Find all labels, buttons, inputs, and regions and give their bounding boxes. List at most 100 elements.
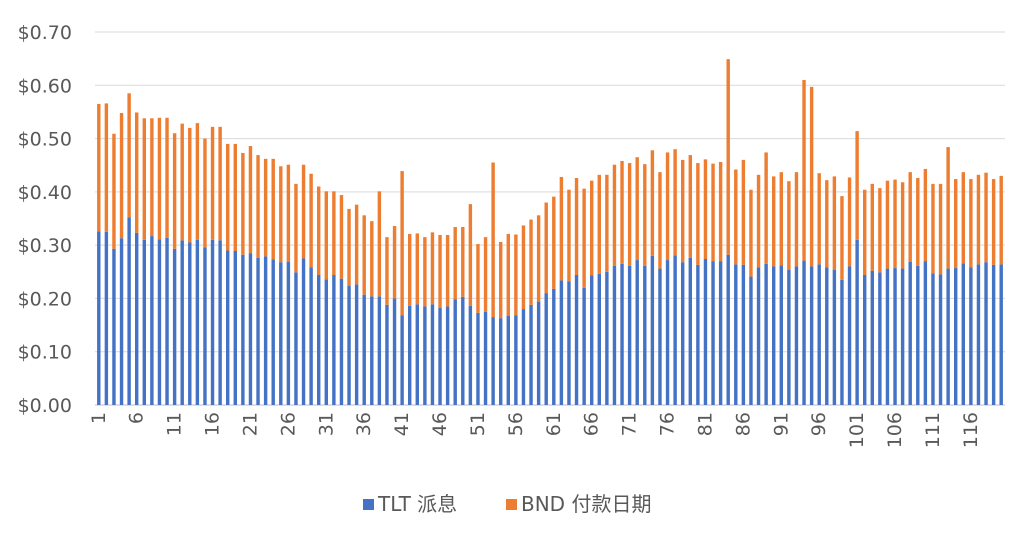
bar-bnd: [809, 86, 814, 267]
bar-bnd: [263, 158, 268, 257]
bar-bnd: [900, 182, 905, 269]
bar-tlt: [855, 239, 859, 405]
bar-bnd: [741, 159, 746, 265]
bar-bnd: [536, 215, 541, 302]
bar-tlt: [878, 272, 882, 405]
bar-tlt: [612, 265, 617, 405]
bar-tlt: [559, 280, 564, 405]
bar-bnd: [794, 172, 799, 267]
bar-bnd: [423, 237, 427, 307]
bar-tlt: [408, 305, 412, 405]
x-tick-label: 56: [505, 412, 527, 436]
bar-bnd: [119, 112, 124, 239]
bar-tlt: [339, 278, 344, 405]
bar-tlt: [119, 238, 124, 405]
x-tick-label: 1: [88, 412, 110, 424]
bar-bnd: [150, 118, 154, 237]
x-tick-label: 31: [315, 412, 337, 436]
bar-bnd: [438, 235, 442, 309]
bar-bnd: [847, 177, 852, 267]
bar-tlt: [696, 264, 700, 405]
bar-tlt: [165, 237, 169, 405]
bar-tlt: [764, 263, 768, 405]
y-tick-label: $0.30: [18, 235, 72, 257]
bar-tlt: [499, 318, 503, 405]
bar-bnd: [172, 133, 177, 249]
bar-bnd: [499, 241, 503, 319]
bar-bnd: [855, 131, 859, 240]
bar-tlt: [476, 312, 480, 405]
bar-bnd: [332, 191, 336, 275]
bar-bnd: [885, 180, 890, 269]
bar-bnd: [840, 196, 844, 280]
x-tick-label: 106: [884, 412, 906, 448]
x-tick-label: 46: [429, 412, 451, 436]
bar-bnd: [400, 171, 404, 316]
bar-bnd: [210, 126, 215, 240]
bar-bnd: [931, 183, 935, 274]
x-tick-label: 81: [694, 412, 716, 436]
bar-tlt: [635, 260, 639, 405]
bars: [97, 59, 1003, 405]
bar-tlt: [392, 298, 397, 405]
legend-swatch-tlt: [363, 499, 374, 510]
bar-tlt: [961, 263, 965, 405]
bar-tlt: [248, 253, 253, 405]
bar-tlt: [536, 301, 541, 405]
bar-bnd: [605, 174, 609, 272]
bar-bnd: [559, 176, 564, 281]
gridlines: [95, 31, 1005, 406]
bar-tlt: [309, 267, 313, 405]
y-tick-label: $0.10: [18, 342, 72, 364]
bar-tlt: [817, 264, 821, 405]
bar-bnd: [772, 176, 776, 267]
bar-tlt: [787, 269, 791, 405]
bar-tlt: [127, 217, 131, 405]
bar-tlt: [210, 239, 215, 405]
bar-tlt: [370, 296, 374, 405]
x-axis: 1 6 11 16 21 26 31 36 41 46 51 56 61 66 71 76 81 86 91 96 10…: [88, 412, 982, 448]
bar-bnd: [620, 160, 624, 264]
y-tick-label: $0.50: [18, 129, 72, 151]
bar-tlt: [233, 251, 237, 405]
bar-bnd: [703, 159, 708, 259]
bar-tlt: [324, 279, 328, 405]
x-tick-label: 76: [657, 412, 679, 436]
bar-bnd: [779, 172, 783, 266]
bar-tlt: [931, 273, 935, 405]
bar-bnd: [954, 179, 958, 269]
bar-bnd: [635, 157, 639, 261]
bar-tlt: [142, 239, 146, 405]
bar-bnd: [832, 176, 837, 270]
bar-tlt: [984, 262, 988, 405]
bar-tlt: [688, 257, 692, 405]
y-axis: $0.00 $0.10 $0.20 $0.30 $0.40 $0.50 $0.60 $0.70: [18, 22, 72, 417]
bar-bnd: [544, 202, 548, 294]
bar-bnd: [491, 162, 495, 318]
bar-tlt: [969, 267, 973, 405]
bar-tlt: [627, 265, 632, 405]
bar-bnd: [385, 237, 389, 305]
x-tick-label: 71: [619, 412, 641, 436]
bar-bnd: [923, 168, 928, 262]
bar-tlt: [847, 266, 852, 405]
bar-tlt: [726, 254, 730, 405]
bar-tlt: [438, 308, 442, 405]
x-tick-label: 21: [239, 412, 261, 436]
bar-bnd: [734, 169, 738, 265]
bar-tlt: [574, 274, 579, 405]
bar-bnd: [377, 191, 382, 297]
x-tick-label: 6: [126, 412, 148, 424]
bar-bnd: [756, 174, 761, 268]
bar-bnd: [104, 103, 109, 232]
bar-bnd: [203, 138, 207, 248]
bar-tlt: [643, 265, 647, 405]
x-tick-label: 61: [543, 412, 565, 436]
x-tick-label: 41: [391, 412, 413, 436]
bar-bnd: [878, 188, 882, 273]
bar-tlt: [900, 268, 905, 405]
bar-bnd: [392, 225, 397, 299]
bar-tlt: [294, 272, 298, 405]
bar-bnd: [415, 233, 419, 305]
